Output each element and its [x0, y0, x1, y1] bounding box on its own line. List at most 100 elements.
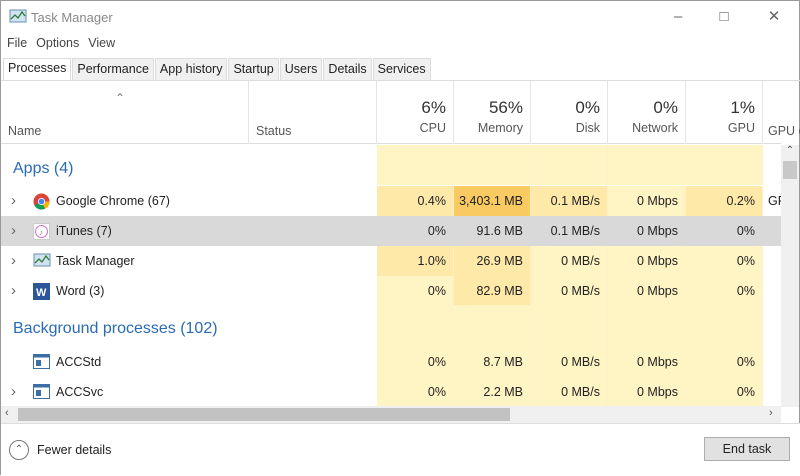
gpu-engine-value [763, 377, 781, 406]
group-header-background: Background processes (102) [1, 305, 781, 347]
column-memory[interactable]: 56% Memory [454, 81, 531, 144]
tab-users[interactable]: Users [279, 58, 323, 81]
column-status-label: Status [256, 124, 292, 138]
close-button[interactable]: ✕ [767, 8, 781, 25]
memory-value: 3,403.1 MB [454, 186, 531, 216]
service-icon [33, 354, 50, 370]
process-name: iTunes (7) [56, 224, 112, 238]
column-disk[interactable]: 0% Disk [531, 81, 608, 144]
expand-chevron-icon[interactable]: › [11, 282, 16, 299]
gpu-engine-value: GF [768, 194, 781, 208]
group-header-apps: Apps (4) [1, 145, 781, 185]
disk-value: 0 MB/s [531, 377, 608, 406]
menu-file[interactable]: File [7, 36, 28, 50]
disk-value: 0 MB/s [531, 276, 608, 306]
heat-cell [686, 145, 763, 185]
column-network[interactable]: 0% Network [608, 81, 686, 144]
word-icon: W [33, 283, 50, 300]
column-header: ⌃ Name Status 6% CPU 56% Memory 0% Disk 0% N… [1, 81, 800, 144]
scroll-right-icon[interactable]: › [769, 407, 773, 419]
tab-processes[interactable]: Processes [3, 58, 72, 81]
process-name: Word (3) [56, 284, 105, 298]
expand-chevron-icon[interactable]: › [11, 192, 16, 209]
process-row[interactable]: › Task Manager 1.0% 26.9 MB 0 MB/s 0 Mbps 0% [1, 246, 781, 276]
tab-details[interactable]: Details [323, 58, 372, 81]
memory-total: 56% [488, 98, 523, 117]
gpu-value: 0% [686, 246, 763, 276]
tab-startup[interactable]: Startup [228, 58, 279, 81]
network-label: Network [632, 121, 678, 135]
process-row[interactable]: › Google Chrome (67) 0.4% 3,403.1 MB 0.1 MB/… [1, 186, 781, 216]
heat-cell [377, 145, 454, 185]
gpu-engine-value [763, 276, 781, 306]
itunes-icon: ♪ [33, 223, 50, 240]
gpu-value: 0% [686, 377, 763, 406]
memory-value: 91.6 MB [476, 224, 523, 238]
sort-ascending-icon: ⌃ [115, 91, 126, 105]
tab-app-history[interactable]: App history [154, 58, 228, 81]
heat-cell [454, 145, 531, 185]
cpu-label: CPU [419, 121, 446, 135]
menu-view[interactable]: View [88, 36, 116, 50]
process-row[interactable]: › W Word (3) 0% 82.9 MB 0 MB/s 0 Mbps 0% [1, 276, 781, 306]
expand-chevron-icon[interactable]: › [11, 252, 16, 269]
horizontal-scroll-thumb[interactable] [18, 408, 510, 421]
title-bar[interactable]: Task Manager – □ ✕ [1, 1, 800, 33]
network-value: 0 Mbps [608, 377, 686, 406]
gpu-engine-value [763, 246, 781, 276]
network-value: 0 Mbps [608, 186, 686, 216]
network-value: 0 Mbps [637, 224, 678, 238]
maximize-button[interactable]: □ [719, 8, 729, 25]
gpu-engine-value [763, 347, 781, 377]
vertical-scroll-thumb[interactable] [783, 161, 797, 179]
column-gpu[interactable]: 1% GPU [686, 81, 763, 144]
column-status[interactable]: Status [249, 81, 377, 144]
heat-cell [531, 305, 608, 347]
process-row[interactable]: › ♪ iTunes (7) 0% 91.6 MB 0.1 MB/s 0 Mbps 0% [1, 216, 781, 246]
collapse-icon[interactable]: ⌃ [9, 440, 29, 460]
cpu-value: 0% [427, 224, 446, 238]
tab-performance[interactable]: Performance [72, 58, 154, 81]
column-gpu-engine[interactable]: GPU e [763, 81, 800, 144]
expand-chevron-icon[interactable]: › [11, 383, 16, 400]
disk-total: 0% [575, 98, 600, 117]
network-value: 0 Mbps [608, 246, 686, 276]
column-name[interactable]: ⌃ Name [1, 81, 249, 144]
gpu-value: 0% [686, 276, 763, 306]
gpu-engine-value [763, 216, 781, 246]
gpu-value: 0% [686, 347, 763, 377]
svg-text:W: W [36, 287, 47, 299]
vertical-scrollbar[interactable]: ⌃ [781, 145, 799, 407]
minimize-button[interactable]: – [673, 8, 683, 25]
heat-cell [686, 305, 763, 347]
cpu-value: 0% [377, 347, 454, 377]
process-row[interactable]: › ACCSvc 0% 2.2 MB 0 MB/s 0 Mbps 0% [1, 377, 781, 406]
heat-cell [608, 145, 686, 185]
memory-value: 8.7 MB [454, 347, 531, 377]
memory-value: 2.2 MB [454, 377, 531, 406]
scroll-left-icon[interactable]: ‹ [5, 407, 9, 419]
end-task-button[interactable]: End task [704, 437, 790, 461]
scroll-up-icon[interactable]: ⌃ [785, 145, 795, 156]
expand-chevron-icon[interactable]: › [11, 222, 16, 239]
cpu-value: 0.4% [377, 186, 454, 216]
column-name-label: Name [8, 124, 42, 138]
heat-cell [377, 305, 454, 347]
tab-services[interactable]: Services [372, 58, 431, 81]
heat-cell [608, 305, 686, 347]
column-cpu[interactable]: 6% CPU [377, 81, 454, 144]
cpu-total: 6% [421, 98, 446, 117]
window-title: Task Manager [31, 10, 113, 25]
service-icon [33, 384, 50, 400]
menu-options[interactable]: Options [36, 36, 80, 50]
task-manager-icon [9, 9, 27, 23]
horizontal-scrollbar[interactable]: ‹ › [1, 406, 781, 423]
disk-value: 0.1 MB/s [550, 224, 600, 238]
fewer-details-link[interactable]: Fewer details [37, 443, 112, 457]
process-name: Task Manager [56, 254, 135, 268]
gpu-total: 1% [730, 98, 755, 117]
process-row[interactable]: ACCStd 0% 8.7 MB 0 MB/s 0 Mbps 0% [1, 347, 781, 377]
gpu-value: 0% [736, 224, 755, 238]
memory-value: 82.9 MB [454, 276, 531, 306]
disk-value: 0 MB/s [531, 246, 608, 276]
